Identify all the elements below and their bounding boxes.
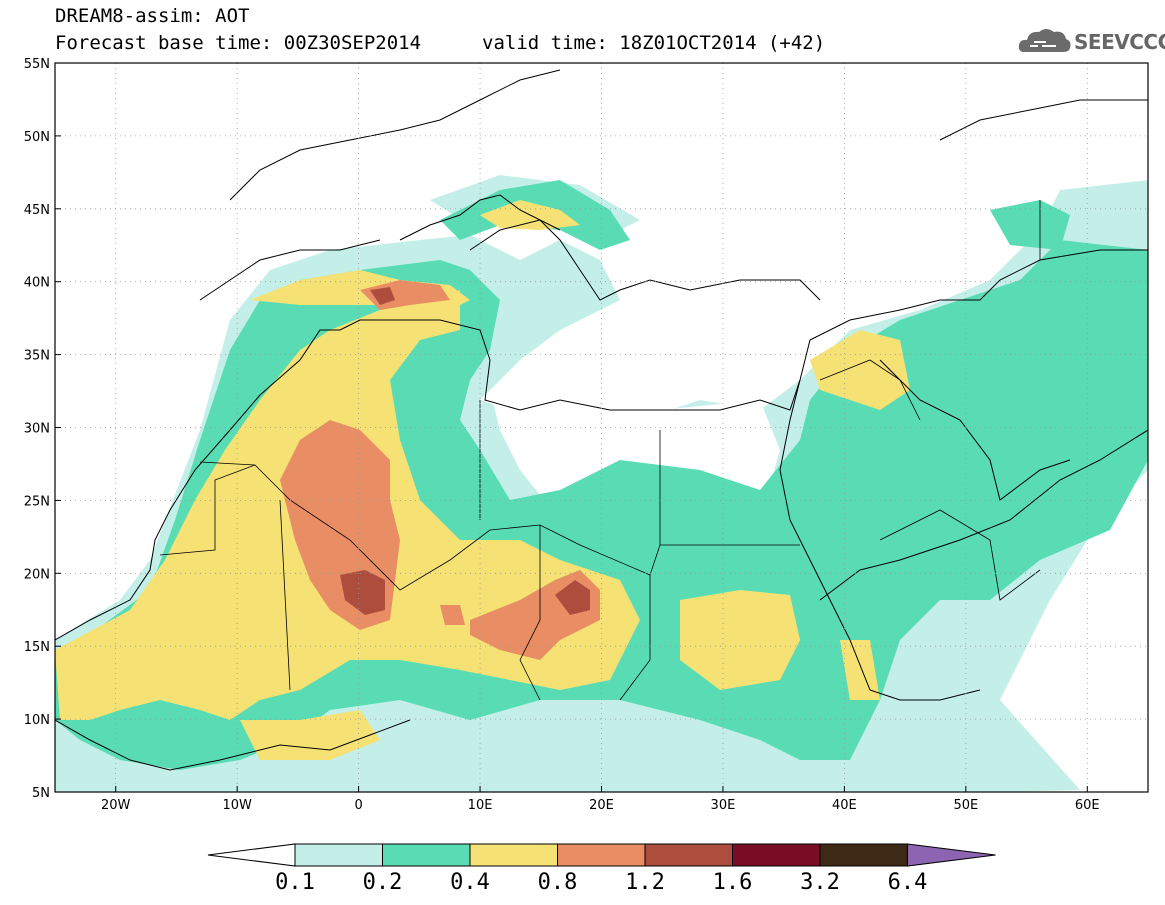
lat-label: 5N [32, 786, 50, 801]
colorbar-box [732, 843, 821, 867]
aot-contours [55, 175, 1148, 792]
lat-label: 20N [24, 567, 50, 582]
colorbar-box [469, 843, 558, 867]
seevccc-logo: SEEVCCC [1016, 24, 1165, 58]
forecast-base-time: Forecast base time: 00Z30SEP2014 [55, 32, 422, 54]
colorbar-level-label: 1.2 [625, 870, 665, 895]
colorbar-level-label: 0.2 [362, 870, 403, 895]
colorbar-box [819, 843, 908, 867]
axis-ticks: 55N 50N 45N 40N 35N 30N 25N 20N 15N 10N 5N 20W 10W 0 1… [24, 57, 1100, 813]
lon-label: 50E [953, 798, 978, 813]
lon-label: 10E [468, 798, 493, 813]
valid-time: valid time: 18Z01OCT2014 (+42) [482, 32, 826, 54]
lon-label: 0 [354, 798, 362, 813]
lat-label: 50N [24, 130, 50, 145]
colorbar [207, 843, 996, 867]
colorbar-box [644, 843, 733, 867]
lat-label: 55N [24, 57, 50, 72]
lon-label: 20E [589, 798, 614, 813]
logo-text: SEEVCCC [1074, 30, 1165, 54]
lat-label: 15N [24, 640, 50, 655]
lat-label: 25N [24, 494, 50, 509]
cloud-icon [1018, 29, 1071, 52]
colorbar-box [557, 843, 646, 867]
colorbar-level-label: 3.2 [800, 870, 840, 895]
lat-label: 45N [24, 203, 50, 218]
colorbar-under-triangle [207, 843, 296, 867]
colorbar-level-label: 0.4 [450, 870, 490, 895]
lat-label: 40N [24, 276, 50, 291]
colorbar-box [294, 843, 383, 867]
lon-label: 20W [101, 798, 131, 813]
colorbar-over-triangle [907, 843, 996, 867]
lon-label: 10W [222, 798, 252, 813]
coastlines [55, 69, 1148, 771]
graticule [55, 63, 1148, 792]
colorbar-level-label: 0.1 [275, 870, 315, 895]
lon-label: 60E [1075, 798, 1100, 813]
lon-label: 40E [832, 798, 857, 813]
map-title: DREAM8-assim: AOT [55, 5, 250, 27]
aot-level-1.2 [340, 287, 590, 615]
lat-label: 35N [24, 349, 50, 364]
lat-label: 10N [24, 713, 50, 728]
colorbar-level-label: 0.8 [537, 870, 578, 895]
colorbar-level-label: 6.4 [887, 870, 928, 895]
lat-label: 30N [24, 422, 50, 437]
colorbar-box [382, 843, 471, 867]
colorbar-level-label: 1.6 [712, 870, 753, 895]
lon-label: 30E [711, 798, 736, 813]
